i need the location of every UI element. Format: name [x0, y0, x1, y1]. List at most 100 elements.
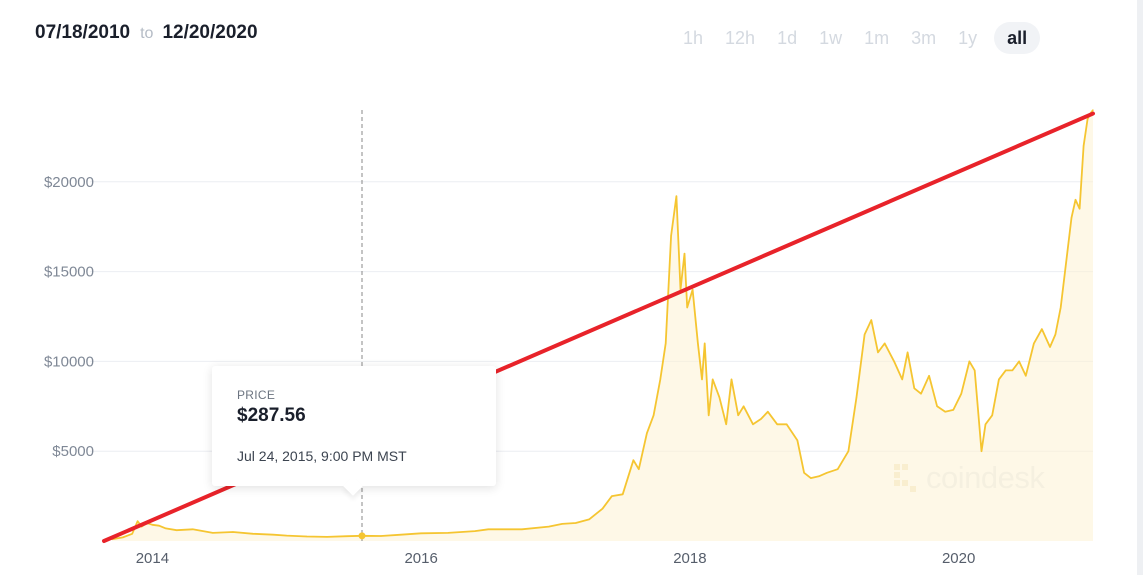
x-tick-label: 2016	[404, 550, 437, 567]
price-point	[659, 378, 661, 380]
price-point	[165, 527, 167, 530]
range-tab-1d[interactable]: 1d	[777, 28, 798, 48]
price-point	[826, 472, 828, 474]
price-point	[1074, 199, 1077, 201]
price-point	[991, 414, 993, 416]
price-point	[980, 450, 983, 452]
price-point	[683, 253, 686, 255]
price-point	[151, 524, 153, 526]
price-point	[232, 531, 234, 533]
price-point	[796, 439, 798, 442]
tooltip-value: $287.56	[237, 405, 306, 426]
price-point	[1065, 262, 1067, 264]
range-tab-1h[interactable]: 1h	[683, 28, 704, 48]
price-point	[906, 351, 909, 354]
price-point	[1049, 346, 1051, 348]
price-tooltip: PRICE $287.56 Jul 24, 2015, 9:00 PM MST	[212, 366, 496, 496]
price-point	[952, 409, 954, 411]
date-to[interactable]: 12/20/2020	[162, 22, 258, 43]
y-tick-label: $10000	[44, 353, 94, 370]
range-tabs: 1h 12h 1d 1w 1m 3m 1y all	[672, 22, 1041, 54]
price-point	[622, 493, 624, 495]
price-point	[760, 418, 762, 420]
x-tick-label: 2018	[673, 550, 706, 567]
price-point	[611, 495, 613, 497]
x-axis-labels: 2014 2016 2018 2020	[136, 550, 976, 567]
price-point	[1054, 333, 1056, 336]
crosshair-marker	[358, 532, 366, 540]
price-point	[1033, 342, 1035, 345]
price-point	[870, 319, 872, 321]
price-point	[913, 387, 915, 389]
price-point	[786, 423, 788, 425]
price-point	[737, 414, 739, 416]
price-series	[111, 109, 1094, 541]
price-point	[877, 351, 879, 354]
price-point	[1078, 208, 1081, 210]
price-point	[272, 534, 274, 536]
range-tab-1y[interactable]: 1y	[958, 28, 978, 48]
tooltip-label: PRICE	[237, 388, 276, 402]
date-range: 07/18/2010 to 12/20/2020	[35, 22, 258, 44]
price-point	[1087, 118, 1089, 120]
price-point	[548, 526, 550, 528]
price-point	[632, 459, 635, 461]
price-point	[803, 472, 805, 474]
price-point	[474, 530, 476, 532]
price-point	[884, 342, 886, 345]
price-point	[718, 396, 721, 398]
price-point	[730, 378, 733, 380]
price-point	[588, 518, 590, 521]
price-point	[968, 360, 970, 362]
price-point	[122, 536, 124, 539]
date-from[interactable]: 07/18/2010	[35, 22, 131, 43]
price-point	[725, 423, 727, 425]
price-point	[447, 532, 449, 534]
price-point	[521, 528, 523, 530]
price-point	[665, 342, 667, 345]
price-point	[487, 528, 489, 530]
range-tab-all[interactable]: all	[994, 22, 1041, 54]
price-area-fill	[112, 110, 1094, 541]
price-point	[1092, 109, 1094, 111]
price-point	[960, 393, 962, 395]
price-area	[112, 110, 1094, 541]
price-point	[998, 378, 1000, 380]
price-point	[175, 529, 178, 531]
range-tab-3m[interactable]: 3m	[911, 28, 937, 48]
price-point	[984, 423, 987, 425]
panel-edge	[1137, 0, 1143, 575]
price-point	[752, 423, 754, 425]
price-point	[1011, 369, 1013, 371]
price-point	[158, 525, 160, 527]
price-point	[646, 432, 648, 434]
price-point	[346, 535, 348, 537]
price-point	[136, 520, 139, 522]
price-point	[1070, 217, 1073, 219]
x-tick-label: 2014	[136, 550, 169, 567]
price-point	[837, 468, 839, 470]
price-point	[704, 342, 706, 345]
price-point	[936, 405, 938, 407]
price-point	[501, 528, 503, 530]
price-point	[1005, 369, 1007, 371]
price-point	[776, 423, 778, 425]
price-point	[326, 536, 328, 538]
range-tab-1w[interactable]: 1w	[819, 28, 843, 48]
price-point	[691, 288, 694, 291]
price-point	[767, 411, 769, 413]
price-point	[1082, 145, 1085, 147]
price-point	[901, 378, 903, 380]
price-point	[1018, 360, 1020, 362]
price-point	[686, 306, 688, 309]
y-tick-label: $20000	[44, 174, 94, 191]
price-point	[743, 405, 745, 407]
price-point	[1041, 328, 1043, 330]
price-point	[670, 235, 672, 237]
price-point	[192, 528, 194, 530]
range-tab-1m[interactable]: 1m	[864, 28, 890, 48]
range-tab-12h[interactable]: 12h	[725, 28, 756, 48]
price-point	[652, 414, 655, 416]
